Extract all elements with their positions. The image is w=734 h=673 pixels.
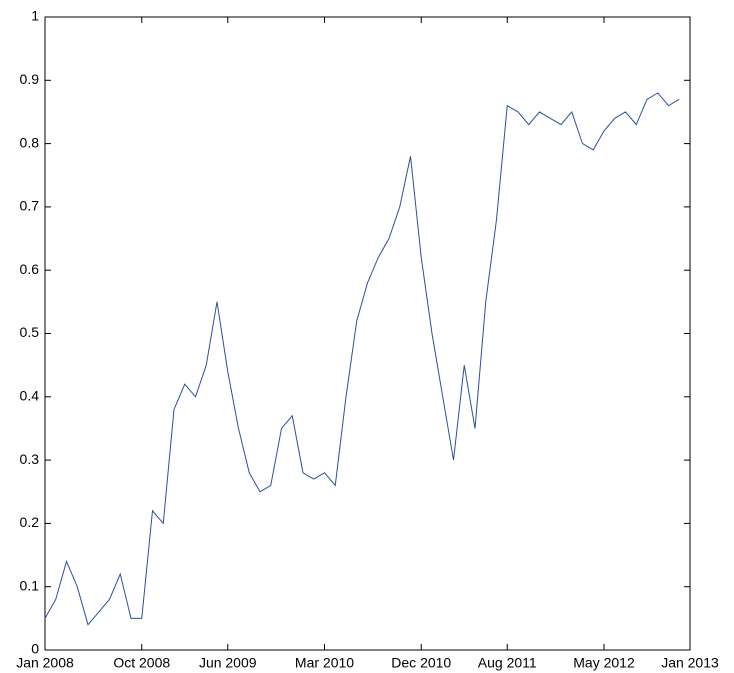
- y-tick-label: 0.4: [20, 388, 40, 404]
- y-tick-label: 0.6: [20, 261, 40, 277]
- x-tick-label: Dec 2010: [391, 655, 451, 671]
- y-tick-label: 0.9: [20, 71, 40, 87]
- x-tick-label: May 2012: [573, 655, 635, 671]
- y-tick-label: 1: [31, 8, 39, 24]
- x-tick-label: Jan 2013: [661, 655, 719, 671]
- x-tick-label: Jun 2009: [199, 655, 257, 671]
- plot-area: [44, 16, 691, 651]
- y-tick-label: 0.3: [20, 451, 40, 467]
- y-tick-label: 0.7: [20, 198, 40, 214]
- y-tick-label: 0.8: [20, 134, 40, 150]
- x-tick-label: Jan 2008: [16, 655, 74, 671]
- y-tick-label: 0.5: [20, 324, 40, 340]
- x-tick-label: Mar 2010: [295, 655, 354, 671]
- y-tick-label: 0.2: [20, 514, 40, 530]
- y-tick-label: 0: [31, 641, 39, 657]
- x-tick-label: Oct 2008: [113, 655, 170, 671]
- series-line: [44, 92, 680, 626]
- y-tick-label: 0.1: [20, 577, 40, 593]
- x-tick-label: Aug 2011: [478, 655, 537, 671]
